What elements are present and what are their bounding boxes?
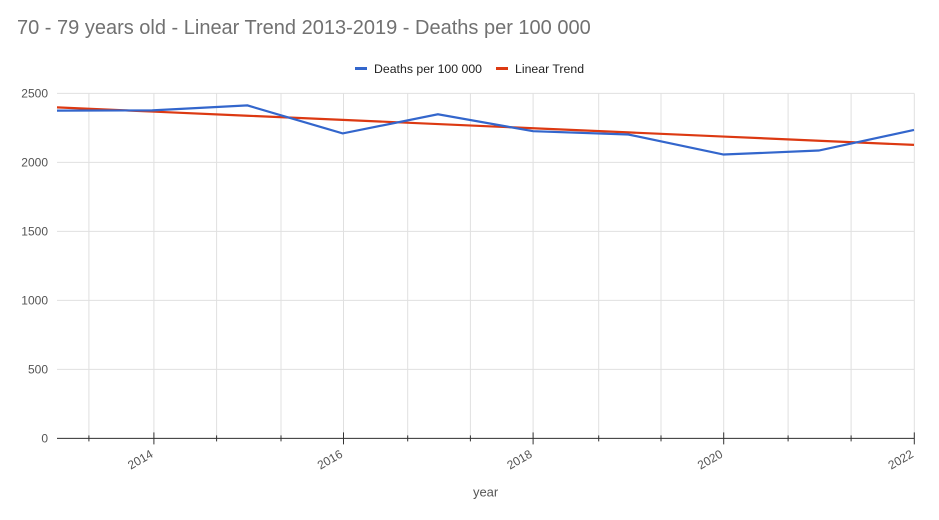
svg-text:2500: 2500 (21, 86, 48, 100)
svg-text:500: 500 (28, 362, 48, 376)
svg-text:2020: 2020 (695, 447, 725, 473)
svg-text:2016: 2016 (315, 447, 345, 473)
svg-text:1000: 1000 (21, 293, 48, 307)
svg-text:2018: 2018 (504, 447, 534, 473)
svg-text:2022: 2022 (886, 447, 916, 473)
svg-text:1500: 1500 (21, 224, 48, 238)
svg-text:2000: 2000 (21, 155, 48, 169)
svg-text:0: 0 (41, 431, 48, 445)
svg-text:year: year (473, 484, 499, 499)
svg-text:2014: 2014 (125, 447, 155, 473)
